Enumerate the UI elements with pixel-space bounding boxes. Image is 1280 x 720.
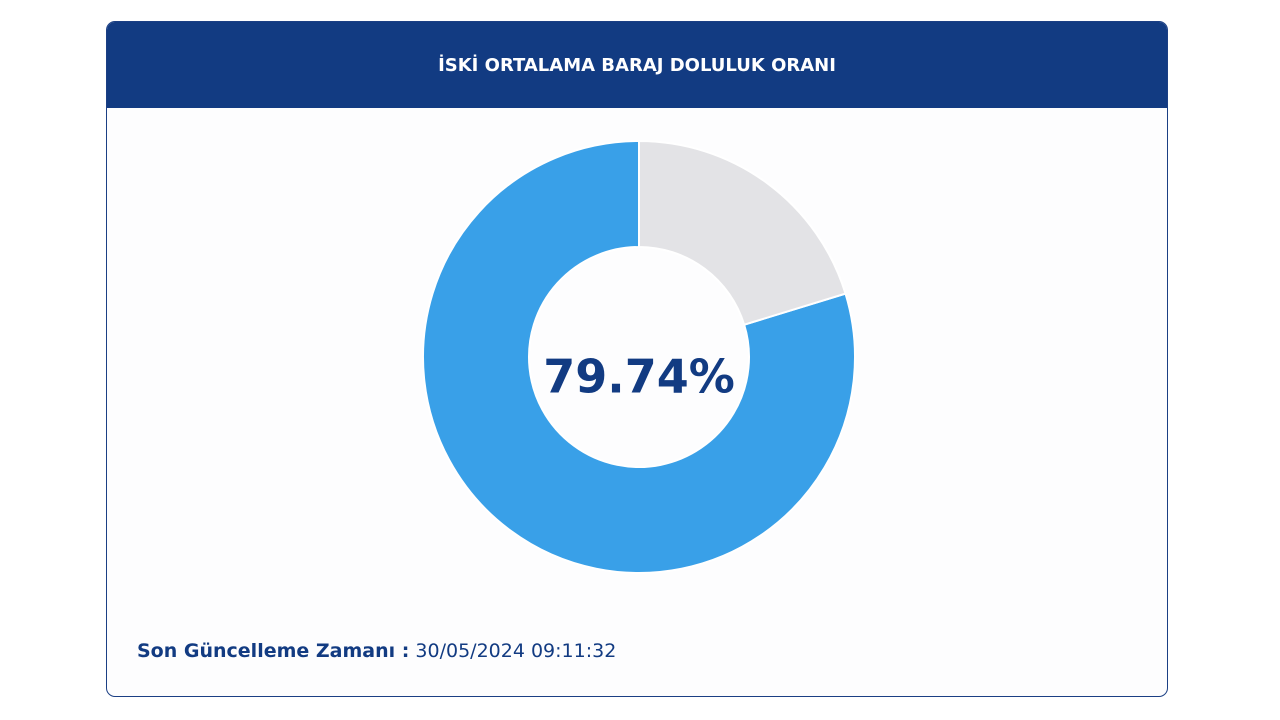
donut-segment <box>638 139 847 326</box>
card-header: İSKİ ORTALAMA BARAJ DOLULUK ORANI <box>107 22 1167 108</box>
donut-segment <box>422 139 856 574</box>
footer-label: Son Güncelleme Zamanı : <box>137 640 410 662</box>
center-label: 79.74% <box>543 350 735 404</box>
chart-title: İSKİ ORTALAMA BARAJ DOLULUK ORANI <box>438 54 836 76</box>
card: İSKİ ORTALAMA BARAJ DOLULUK ORANI 79.74%… <box>106 21 1168 697</box>
footer: Son Güncelleme Zamanı : 30/05/2024 09:11… <box>137 640 616 662</box>
donut-chart: 79.74% <box>422 139 856 574</box>
footer-value: 30/05/2024 09:11:32 <box>415 640 617 662</box>
